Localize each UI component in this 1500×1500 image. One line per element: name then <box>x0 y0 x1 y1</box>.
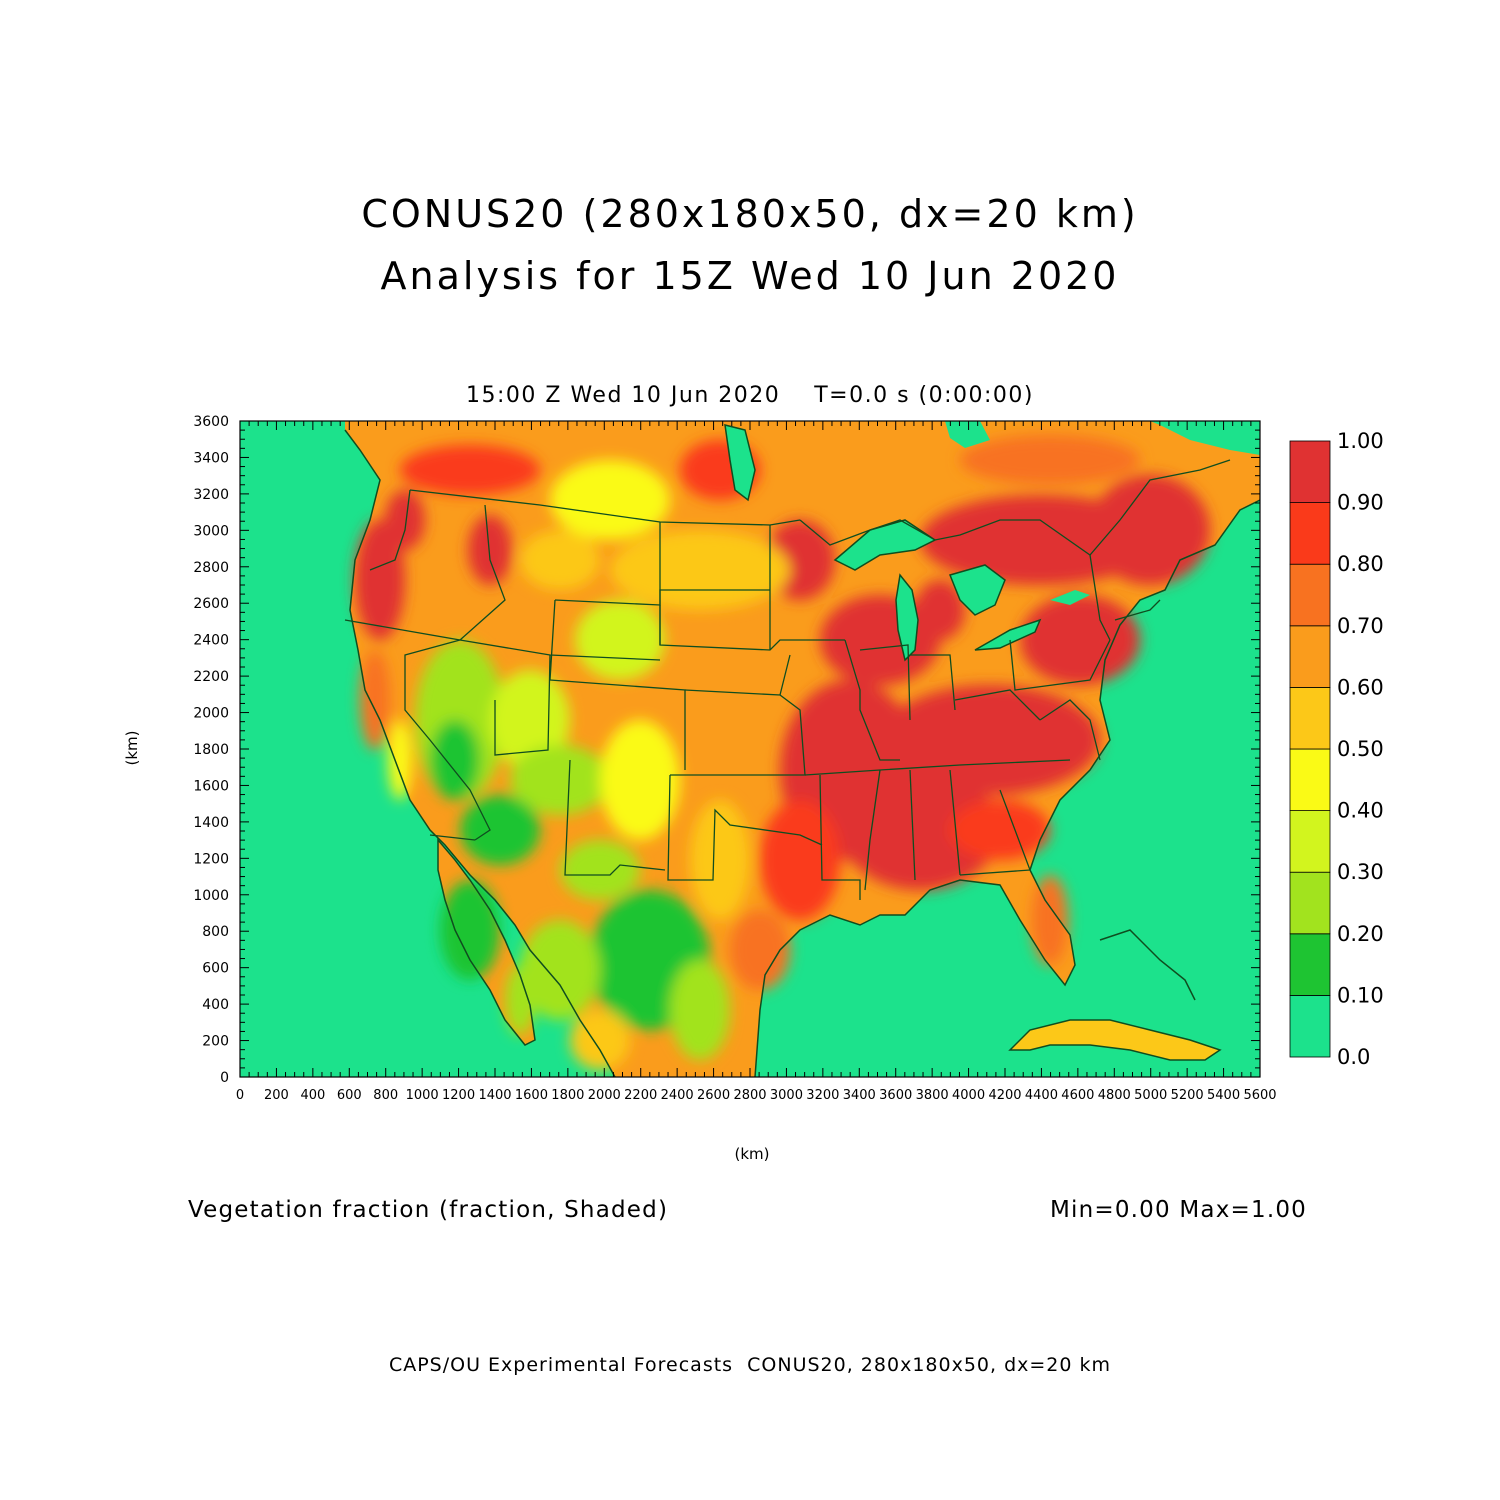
x-tick-label: 3800 <box>916 1088 949 1103</box>
x-tick-label: 5600 <box>1243 1088 1276 1103</box>
colorbar-swatch <box>1289 625 1331 688</box>
colorbar-swatch <box>1289 502 1331 565</box>
x-tick-label: 3000 <box>770 1088 803 1103</box>
x-tick-label: 3400 <box>843 1088 876 1103</box>
colorbar-swatch <box>1289 933 1331 996</box>
y-tick-label: 2600 <box>193 596 229 612</box>
colorbar-label: 0.10 <box>1337 983 1384 1007</box>
x-tick-label: 4600 <box>1061 1088 1094 1103</box>
x-tick-label: 200 <box>264 1088 289 1103</box>
y-tick-label: 2800 <box>193 560 229 576</box>
title-line-2: Analysis for 15Z Wed 10 Jun 2020 <box>380 254 1120 298</box>
x-tick-label: 2000 <box>588 1088 621 1103</box>
colorbar-label: 0.30 <box>1337 860 1384 884</box>
vegetation-map <box>240 421 1260 1077</box>
y-tick-label: 3400 <box>193 450 229 466</box>
y-tick-label: 600 <box>202 961 229 977</box>
y-tick-label: 2000 <box>193 706 229 722</box>
colorbar-swatch <box>1289 687 1331 750</box>
x-tick-label: 2200 <box>624 1088 657 1103</box>
colorbar-swatch <box>1289 563 1331 627</box>
y-tick-label: 200 <box>202 1034 229 1050</box>
colorbar-swatch <box>1289 810 1331 873</box>
x-tick-label: 4800 <box>1098 1088 1131 1103</box>
cuba <box>1010 1020 1220 1060</box>
footer-credit: CAPS/OU Experimental Forecasts CONUS20, … <box>388 1354 1112 1376</box>
y-tick-label: 1600 <box>193 778 229 794</box>
colorbar-label: 0.50 <box>1337 737 1384 761</box>
x-tick-label: 3200 <box>806 1088 839 1103</box>
colorbar-swatch <box>1289 871 1331 935</box>
y-axis: 0 200 400 600 800 1000 1200 1400 1600 1800 2000 220… <box>193 414 1260 1086</box>
x-tick-label: 1800 <box>551 1088 584 1103</box>
x-tick-label: 1400 <box>478 1088 511 1103</box>
x-axis-label: (km) <box>734 1145 769 1163</box>
colorbar-swatch <box>1289 440 1331 503</box>
y-tick-label: 3000 <box>193 523 229 539</box>
x-tick-label: 600 <box>337 1088 362 1103</box>
y-tick-label: 0 <box>220 1070 229 1086</box>
plot-subtitle: 15:00 Z Wed 10 Jun 2020 T=0.0 s (0:00:00… <box>465 383 1034 408</box>
x-tick-label: 4400 <box>1025 1088 1058 1103</box>
colorbar-label: 0.80 <box>1337 552 1384 576</box>
y-tick-label: 1000 <box>193 888 229 904</box>
colorbar-swatch <box>1289 995 1331 1058</box>
x-tick-label: 2600 <box>697 1088 730 1103</box>
x-tick-label: 2400 <box>661 1088 694 1103</box>
x-tick-label: 800 <box>373 1088 398 1103</box>
y-tick-label: 1800 <box>193 742 229 758</box>
x-tick-label: 5000 <box>1134 1088 1167 1103</box>
x-tick-label: 4200 <box>988 1088 1021 1103</box>
y-tick-label: 1200 <box>193 851 229 867</box>
colorbar-label: 0.40 <box>1337 799 1384 823</box>
x-tick-label: 400 <box>300 1088 325 1103</box>
y-axis-label: (km) <box>123 730 141 765</box>
x-tick-label: 0 <box>236 1088 244 1103</box>
coastlines <box>344 424 1260 1077</box>
colorbar-label: 0.70 <box>1337 614 1384 638</box>
colorbar: 0.0 0.10 0.20 0.30 0.40 0.50 0.60 0.70 0.80 0.90 1… <box>1289 429 1384 1069</box>
colorbar-label: 0.90 <box>1337 491 1384 515</box>
x-tick-label: 1200 <box>442 1088 475 1103</box>
x-axis: 0 200 400 600 800 1000 1200 1400 1600 1800 2000 220… <box>236 421 1277 1103</box>
colorbar-swatch <box>1289 748 1331 811</box>
colorbar-label: 0.60 <box>1337 675 1384 699</box>
min-max-readout: Min=0.00 Max=1.00 <box>1049 1197 1307 1223</box>
field-label: Vegetation fraction (fraction, Shaded) <box>188 1197 669 1223</box>
colorbar-label: 0.0 <box>1337 1045 1370 1069</box>
y-tick-label: 1400 <box>193 815 229 831</box>
x-tick-label: 5200 <box>1171 1088 1204 1103</box>
colorbar-label: 0.20 <box>1337 922 1384 946</box>
y-tick-label: 2200 <box>193 669 229 685</box>
x-tick-label: 5400 <box>1207 1088 1240 1103</box>
title-line-1: CONUS20 (280x180x50, dx=20 km) <box>361 192 1139 236</box>
y-tick-label: 400 <box>202 997 229 1013</box>
x-tick-label: 1600 <box>515 1088 548 1103</box>
y-tick-label: 3200 <box>193 487 229 503</box>
y-tick-label: 800 <box>202 924 229 940</box>
colorbar-label: 1.00 <box>1337 429 1384 453</box>
y-tick-label: 3600 <box>193 414 229 430</box>
x-tick-label: 2800 <box>733 1088 766 1103</box>
x-tick-label: 3600 <box>879 1088 912 1103</box>
x-tick-label: 4000 <box>952 1088 985 1103</box>
x-tick-label: 1000 <box>406 1088 439 1103</box>
y-tick-label: 2400 <box>193 633 229 649</box>
